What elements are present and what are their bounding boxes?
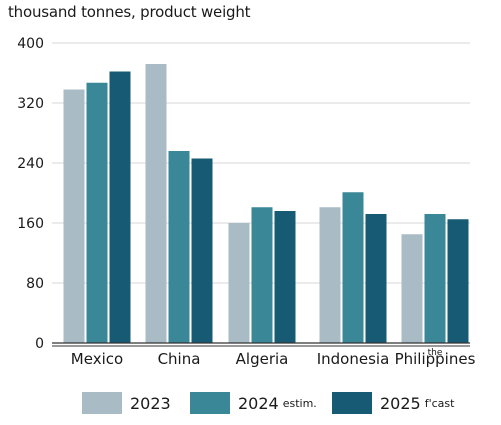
y-tick-label: 400	[17, 36, 44, 52]
legend-suffix-2024: estim.	[282, 396, 317, 410]
bar	[191, 158, 213, 343]
y-tick-label: 0	[35, 336, 44, 352]
y-tick-label: 80	[26, 276, 44, 292]
legend-label-2025: 2025	[380, 393, 421, 413]
x-category-label: China	[158, 350, 201, 368]
bar	[424, 214, 446, 343]
x-category-label: Algeria	[236, 350, 289, 368]
y-tick-label: 320	[17, 96, 44, 112]
legend-item-2023: 2023	[82, 388, 175, 418]
y-axis-label: thousand tonnes, product weight	[8, 3, 251, 21]
bar	[342, 192, 364, 343]
bar	[86, 82, 108, 343]
x-category-label-top: the	[428, 348, 443, 358]
bar	[365, 214, 387, 343]
x-category-label: Philippines	[395, 350, 476, 368]
legend-swatch-2024	[190, 392, 230, 414]
legend-item-2024: 2024 estim.	[190, 388, 317, 418]
bar	[109, 71, 131, 343]
bar	[145, 64, 167, 343]
legend-label-2023: 2023	[130, 393, 171, 413]
legend-swatch-2025	[332, 392, 372, 414]
bar	[63, 89, 85, 343]
legend-swatch-2023	[82, 392, 122, 414]
bar	[274, 211, 296, 343]
y-tick-label: 240	[17, 156, 44, 172]
bar	[401, 234, 423, 343]
x-category-label: Mexico	[71, 350, 123, 368]
legend-label-2024: 2024	[238, 393, 279, 413]
bar	[228, 223, 250, 343]
bar	[319, 207, 341, 343]
x-category-label: Indonesia	[317, 350, 390, 368]
y-tick-label: 160	[17, 216, 44, 232]
legend-suffix-2025: f'cast	[424, 396, 455, 410]
legend-item-2025: 2025 f'cast	[332, 388, 454, 418]
bar	[447, 219, 469, 343]
legend: 2023 2024 estim. 2025 f'cast	[0, 388, 501, 418]
bar	[251, 207, 273, 343]
bar	[168, 151, 190, 343]
